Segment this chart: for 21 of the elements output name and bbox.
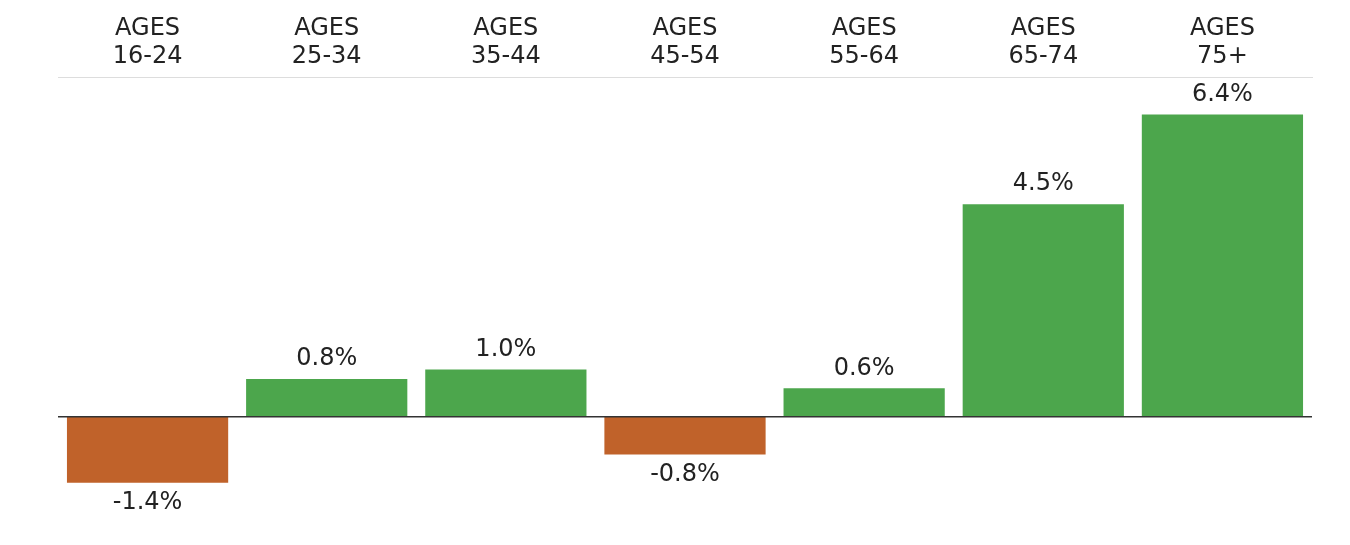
bar [66,416,229,483]
bar [1141,114,1304,417]
x-tick-label: AGES 45-54 [650,12,720,70]
x-tick-label: AGES 16-24 [112,12,183,70]
bar [425,369,587,417]
bar [783,388,945,417]
data-label: 0.6% [833,352,895,381]
x-tick-label: AGES 25-34 [291,12,362,70]
data-label: 1.0% [475,333,537,362]
x-tick-label: AGES 65-74 [1008,12,1079,70]
bar [604,416,766,455]
x-tick-label: AGES 55-64 [829,12,900,70]
x-tick-label: AGES 35-44 [470,12,541,70]
data-label: -0.8% [650,458,720,487]
data-label: 4.5% [1012,168,1074,197]
data-label: 0.8% [296,343,358,372]
x-tick-label: AGES 75+ [1189,12,1255,70]
data-label: 6.4% [1191,78,1253,107]
data-label: -1.4% [112,487,183,516]
bar [962,204,1124,417]
bar [246,378,408,417]
